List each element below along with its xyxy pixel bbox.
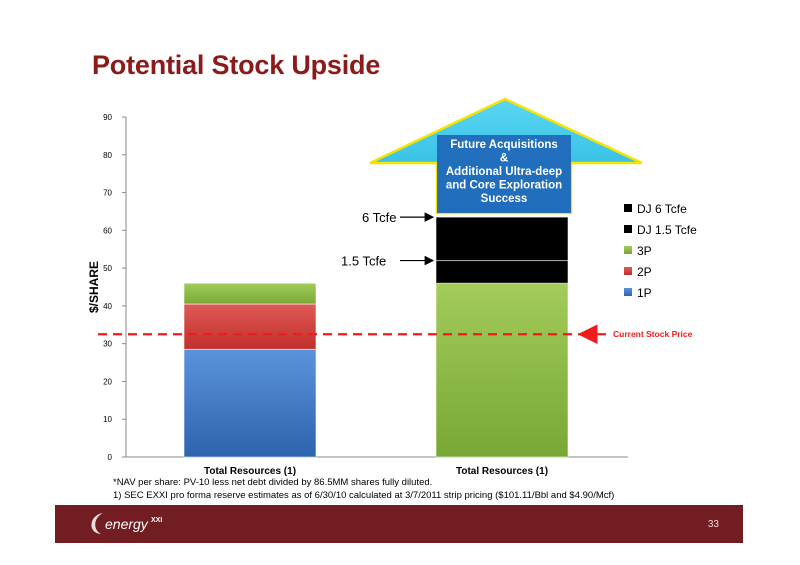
legend-label: DJ 1.5 Tcfe xyxy=(637,223,697,237)
y-axis-title: $/SHARE xyxy=(87,261,101,313)
y-tick-label: 40 xyxy=(103,302,112,311)
y-tick-label: 70 xyxy=(103,189,112,198)
legend-label: 1P xyxy=(637,286,652,300)
arrow-callout-line: & xyxy=(500,153,508,165)
footnote-nav: *NAV per share: PV-10 less net debt divi… xyxy=(113,477,433,488)
legend: DJ 6 Tcfe DJ 1.5 Tcfe 3P 2P 1P xyxy=(624,202,697,300)
x-tick-labels: Total Resources (1) Total Resources (1) xyxy=(204,466,548,477)
bar-segment-1p xyxy=(183,348,317,458)
arrow-callout-line: Future Acquisitions xyxy=(450,139,558,151)
bar-segment-dj-1-5-tcfe xyxy=(435,260,569,284)
y-tick-label: 30 xyxy=(103,340,112,349)
y-tick-label: 10 xyxy=(103,415,112,424)
legend-label: DJ 6 Tcfe xyxy=(637,202,687,216)
y-tick-label: 80 xyxy=(103,151,112,160)
page-number: 33 xyxy=(707,519,719,530)
y-tick-label: 20 xyxy=(103,377,112,386)
legend-swatch xyxy=(624,288,632,296)
bars xyxy=(183,216,569,458)
page-title: Potential Stock Upside xyxy=(92,50,381,80)
legend-swatch xyxy=(624,267,632,275)
legend-swatch xyxy=(624,204,632,212)
arrow-text-box xyxy=(437,135,571,213)
bar-segment-2p xyxy=(183,303,317,350)
arrow-callout-line: Additional Ultra-deep xyxy=(446,166,562,178)
bar-segment-dj-6-tcfe xyxy=(435,216,569,262)
y-tick-labels: 0 10 20 30 40 50 60 70 80 90 xyxy=(103,113,126,462)
current-stock-price-line: Current Stock Price xyxy=(98,324,693,345)
x-tick-label: Total Resources (1) xyxy=(204,466,296,477)
legend-swatch xyxy=(624,225,632,233)
legend-swatch xyxy=(624,246,632,254)
y-tick-label: 50 xyxy=(103,264,112,273)
x-tick-label: Total Resources (1) xyxy=(456,466,548,477)
energy-xxi-logo: energy XXI xyxy=(91,513,162,534)
y-tick-label: 60 xyxy=(103,226,112,235)
footer-bar: energy XXI 33 xyxy=(55,505,743,543)
svg-text:XXI: XXI xyxy=(151,517,162,524)
stock-upside-chart: 0 10 20 30 40 50 60 70 80 90 $/SHARE Total Resour… xyxy=(87,97,697,477)
arrow-callout-line: and Core Exploration xyxy=(446,180,562,192)
bar-segment-3p xyxy=(435,282,569,458)
annotation-label: 1.5 Tcfe xyxy=(341,254,386,269)
y-tick-label: 90 xyxy=(103,113,112,122)
footnote-sec: 1) SEC EXXI pro forma reserve estimates … xyxy=(113,490,615,501)
arrow-callout-line: Success xyxy=(481,193,528,205)
reference-line-label: Current Stock Price xyxy=(613,329,693,339)
tcfe-annotations: 6 Tcfe 1.5 Tcfe xyxy=(341,210,435,269)
y-tick-label: 0 xyxy=(108,453,113,462)
future-upside-arrow: Future Acquisitions &Additional Ultra-dee… xyxy=(369,97,643,215)
arrow-callout-text: Future Acquisitions &Additional Ultra-dee… xyxy=(446,139,562,205)
legend-label: 2P xyxy=(637,265,652,279)
svg-text:energy: energy xyxy=(105,516,149,532)
annotation-label: 6 Tcfe xyxy=(362,210,396,225)
bar-segment-3p xyxy=(183,282,317,305)
legend-label: 3P xyxy=(637,244,652,258)
